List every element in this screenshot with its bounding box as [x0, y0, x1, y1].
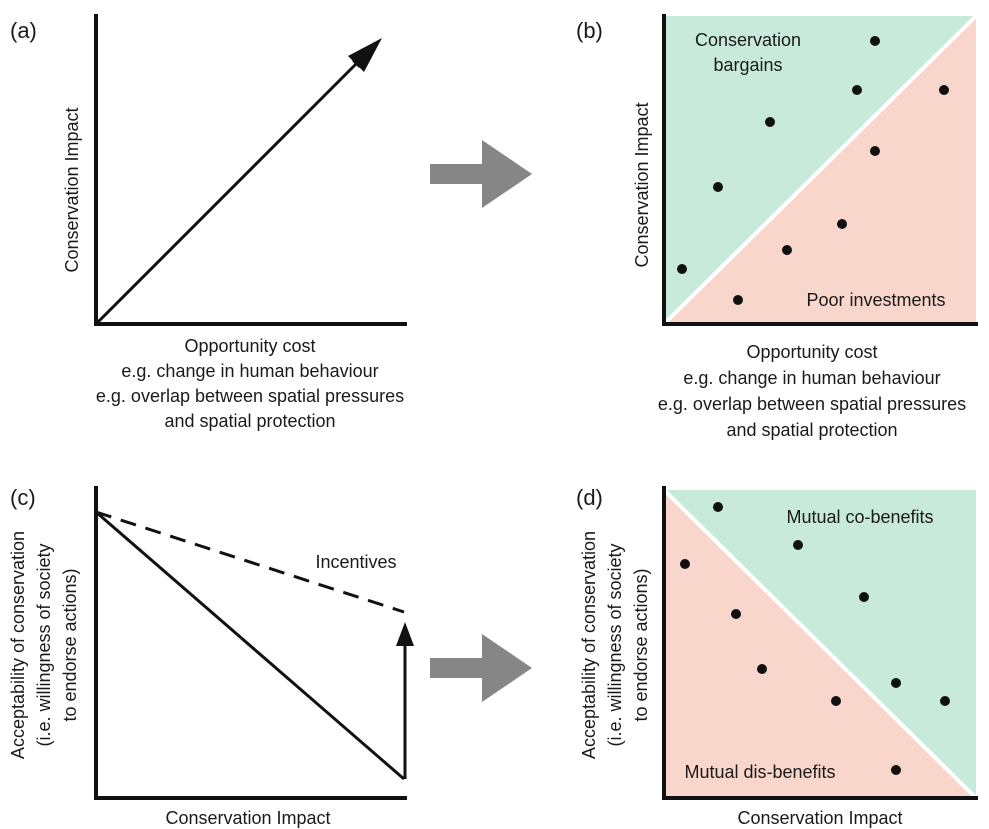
panel-b-point	[765, 117, 775, 127]
panel-d-point	[891, 765, 901, 775]
panel-b-label: (b)	[576, 18, 603, 43]
panel-d-xlabel: Conservation Impact	[737, 808, 902, 828]
panel-d-diagonal	[662, 488, 978, 800]
panel-a-xlabel-line-4: and spatial protection	[164, 411, 335, 431]
panel-b-xlabel-line-3: e.g. overlap between spatial pressures	[658, 394, 966, 414]
panel-c-incentives-label: Incentives	[315, 552, 396, 572]
panel-c: (c) Incentives Acceptability of conserva…	[8, 485, 414, 828]
panel-c-acceptability-line	[95, 510, 405, 781]
panel-a-xlabel-line-1: Opportunity cost	[184, 336, 315, 356]
panel-b-point	[677, 264, 687, 274]
panel-b-point	[837, 219, 847, 229]
panel-d-point	[713, 502, 723, 512]
panel-d-ylabel-line-3: to endorse actions)	[631, 568, 651, 721]
panel-c-ylabel-line-2: (i.e. willingness of society	[34, 543, 54, 746]
panel-a: (a) Conservation Impact Opportunity cost…	[10, 14, 407, 431]
panel-d-point	[940, 696, 950, 706]
panel-b-xlabel-line-4: and spatial protection	[726, 420, 897, 440]
panel-d-point	[831, 696, 841, 706]
transition-arrow-bottom	[430, 634, 532, 702]
panel-b-xlabel-line-2: e.g. change in human behaviour	[683, 368, 940, 388]
panel-d-region-lower: Mutual dis-benefits	[684, 762, 835, 782]
panel-a-arrow-head-fill	[348, 38, 382, 72]
panel-b-ylabel: Conservation Impact	[632, 102, 652, 267]
panel-d-ylabel-line-1: Acceptability of conservation	[579, 531, 599, 759]
panel-d-label: (d)	[576, 485, 603, 510]
panel-d-point	[680, 559, 690, 569]
panel-d-point	[793, 540, 803, 550]
panel-d-region-upper: Mutual co-benefits	[786, 507, 933, 527]
panel-c-ylabel-line-3: to endorse actions)	[60, 568, 80, 721]
panel-a-xlabel-line-3: e.g. overlap between spatial pressures	[96, 386, 404, 406]
panel-c-incentives-line	[95, 510, 405, 614]
panel-b-region-lower: Poor investments	[806, 290, 945, 310]
panel-b-xlabel-line-1: Opportunity cost	[746, 342, 877, 362]
panel-d: (d) Mutual co-benefits Mutual dis-benefi…	[576, 485, 978, 828]
panel-b-diagonal	[662, 14, 978, 326]
panel-b: (b) Conservation bargains Poor investmen…	[576, 14, 978, 440]
panel-d-point	[757, 664, 767, 674]
panel-b-region-upper-line-1: Conservation	[695, 30, 801, 50]
panel-c-xlabel: Conservation Impact	[165, 808, 330, 828]
panel-d-point	[859, 592, 869, 602]
panel-b-point	[939, 85, 949, 95]
panel-c-label: (c)	[10, 485, 36, 510]
panel-c-incentive-arrow-head	[396, 622, 414, 646]
panel-b-point	[870, 146, 880, 156]
panel-a-ylabel: Conservation Impact	[62, 107, 82, 272]
panel-a-trend-line	[94, 48, 372, 326]
panel-a-xlabel-line-2: e.g. change in human behaviour	[121, 361, 378, 381]
transition-arrow-top	[430, 140, 532, 208]
panel-d-point	[891, 678, 901, 688]
panel-b-region-upper-line-2: bargains	[713, 55, 782, 75]
panel-a-label: (a)	[10, 18, 37, 43]
panel-c-ylabel-line-1: Acceptability of conservation	[8, 531, 28, 759]
panel-b-point	[782, 245, 792, 255]
panel-b-point	[733, 295, 743, 305]
panel-b-point	[713, 182, 723, 192]
panel-d-point	[731, 609, 741, 619]
panel-d-ylabel-line-2: (i.e. willingness of society	[605, 543, 625, 746]
panel-b-point	[870, 36, 880, 46]
panel-b-point	[852, 85, 862, 95]
